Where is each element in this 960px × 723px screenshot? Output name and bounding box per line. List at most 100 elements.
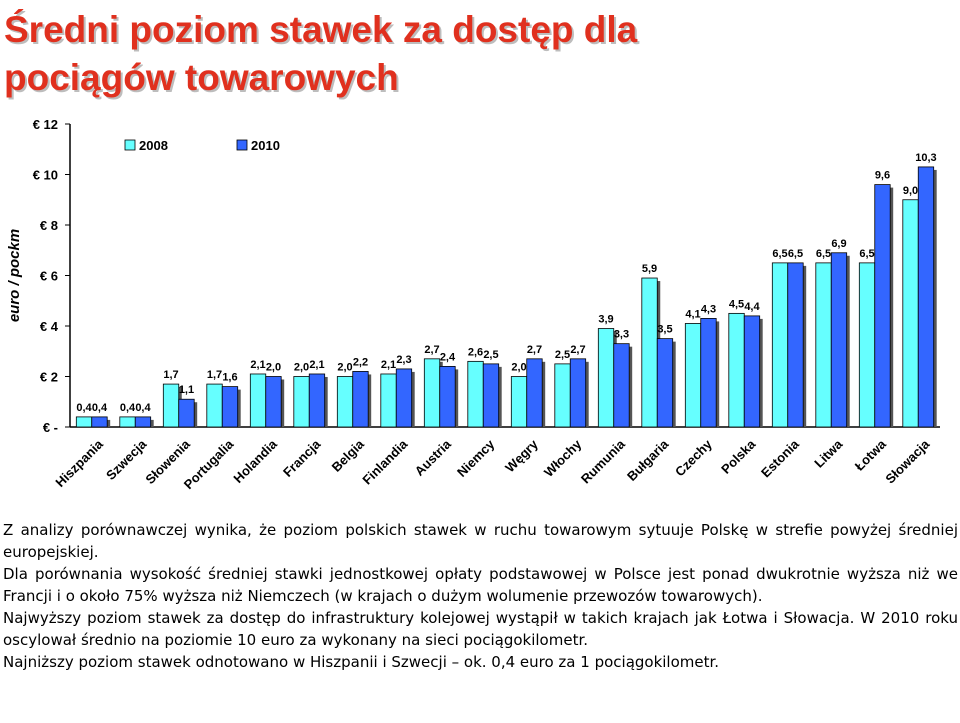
title-line-2: pociągów towarowych bbox=[4, 57, 399, 98]
category-label-10: Węgry bbox=[502, 436, 541, 475]
legend-swatch-2010 bbox=[236, 139, 248, 151]
data-label-2010-9: 2,5 bbox=[483, 349, 498, 361]
category-label-16: Estonia bbox=[758, 436, 802, 480]
data-label-2010-2: 1,1 bbox=[179, 384, 194, 396]
y-tick-label-5: € 10 bbox=[33, 168, 58, 183]
data-label-2008-10: 2,0 bbox=[511, 362, 526, 374]
data-label-2010-7: 2,3 bbox=[396, 354, 411, 366]
y-tick-label-1: € 2 bbox=[40, 370, 58, 385]
data-label-2010-16: 6,5 bbox=[788, 248, 803, 260]
bar-2010-Węgry bbox=[526, 358, 543, 428]
data-label-2008-5: 2,0 bbox=[294, 362, 309, 374]
y-tick-label-4: € 8 bbox=[40, 218, 58, 233]
category-label-8: Austria bbox=[412, 436, 455, 479]
y-tick-label-2: € 4 bbox=[40, 319, 59, 334]
bar-2008-Holandia bbox=[249, 373, 267, 428]
category-label-9: Niemcy bbox=[454, 436, 498, 480]
bar-2008-Słowenia bbox=[162, 383, 180, 428]
bar-2008-Finlandia bbox=[380, 373, 397, 428]
bar-2008-Łotwa bbox=[858, 262, 876, 428]
data-label-2010-10: 2,7 bbox=[527, 344, 542, 356]
bar-2010-Włochy bbox=[569, 358, 587, 428]
legend-swatch-2008 bbox=[124, 139, 136, 151]
bar-2008-Czechy bbox=[684, 323, 702, 428]
category-label-12: Rumunia bbox=[578, 436, 628, 486]
bar-2010-Belgia bbox=[352, 371, 369, 428]
bar-2010-Francja bbox=[308, 373, 326, 428]
data-label-2008-13: 5,9 bbox=[642, 263, 657, 275]
bar-2008-Słowacja bbox=[902, 199, 919, 428]
data-label-2008-9: 2,6 bbox=[468, 346, 483, 358]
data-label-2008-15: 4,5 bbox=[729, 298, 744, 310]
data-label-2008-3: 1,7 bbox=[207, 369, 222, 381]
bar-2010-Finlandia bbox=[395, 368, 413, 428]
data-label-2008-12: 3,9 bbox=[598, 314, 613, 326]
bar-2008-Bułgaria bbox=[641, 277, 658, 428]
bar-2008-Niemcy bbox=[467, 360, 484, 428]
bar-2008-Węgry bbox=[510, 376, 528, 428]
category-label-11: Włochy bbox=[541, 436, 585, 480]
category-label-6: Belgia bbox=[329, 436, 368, 475]
bar-2010-Słowenia bbox=[178, 398, 195, 428]
bar-2010-Hiszpania bbox=[91, 416, 108, 428]
bar-2010-Słowacja bbox=[917, 166, 935, 428]
data-label-2010-13: 3,5 bbox=[657, 324, 672, 336]
data-label-2008-4: 2,1 bbox=[250, 359, 265, 371]
category-label-15: Polska bbox=[718, 436, 759, 477]
data-label-2010-15: 4,4 bbox=[744, 301, 760, 313]
data-label-2008-14: 4,1 bbox=[685, 308, 700, 320]
data-label-2008-7: 2,1 bbox=[381, 359, 396, 371]
paragraph-4: Najniższy poziom stawek odnotowano w His… bbox=[3, 653, 720, 671]
data-label-2010-14: 4,3 bbox=[701, 303, 716, 315]
bar-2008-Austria bbox=[423, 358, 441, 428]
category-label-5: Francja bbox=[280, 436, 324, 480]
bar-2008-Belgia bbox=[336, 376, 354, 428]
paragraph-3: Najwyższy poziom stawek za dostęp do inf… bbox=[3, 609, 958, 649]
category-label-13: Bułgaria bbox=[624, 436, 672, 484]
data-label-2010-12: 3,3 bbox=[614, 329, 629, 341]
data-label-2010-17: 6,9 bbox=[831, 238, 846, 250]
data-label-2010-5: 2,1 bbox=[309, 359, 324, 371]
data-label-2008-0: 0,4 bbox=[76, 402, 92, 414]
data-label-2010-8: 2,4 bbox=[440, 351, 456, 363]
data-label-2008-19: 9,0 bbox=[903, 185, 918, 197]
data-label-2008-17: 6,5 bbox=[816, 248, 831, 260]
category-label-17: Litwa bbox=[811, 436, 846, 471]
data-label-2008-18: 6,5 bbox=[859, 248, 874, 260]
page-title: Średni poziom stawek za dostęp dla pocią… bbox=[4, 6, 944, 102]
data-label-2010-1: 0,4 bbox=[135, 402, 151, 414]
y-tick-label-6: € 12 bbox=[33, 117, 58, 132]
bar-2010-Czechy bbox=[700, 318, 717, 428]
data-label-2008-11: 2,5 bbox=[555, 349, 570, 361]
bar-2008-Włochy bbox=[554, 363, 571, 428]
bar-2008-Rumunia bbox=[597, 328, 615, 428]
bar-2008-Polska bbox=[728, 312, 745, 428]
category-label-7: Finlandia bbox=[359, 436, 410, 487]
data-label-2008-16: 6,5 bbox=[772, 248, 787, 260]
category-label-14: Czechy bbox=[672, 436, 715, 479]
data-label-2010-6: 2,2 bbox=[353, 356, 368, 368]
category-label-4: Holandia bbox=[230, 436, 280, 486]
data-label-2010-3: 1,6 bbox=[222, 372, 237, 384]
bar-2008-Litwa bbox=[815, 262, 832, 428]
bar-2008-Szwecja bbox=[119, 416, 136, 428]
title-line-1: Średni poziom stawek za dostęp dla bbox=[4, 9, 638, 50]
bar-2010-Holandia bbox=[265, 376, 282, 428]
bar-2010-Bułgaria bbox=[656, 338, 674, 428]
data-label-2008-2: 1,7 bbox=[163, 369, 178, 381]
paragraph-1: Z analizy porównawczej wynika, że poziom… bbox=[3, 521, 958, 561]
category-label-0: Hiszpania bbox=[52, 436, 106, 490]
category-label-18: Łotwa bbox=[852, 436, 890, 474]
data-label-2008-1: 0,4 bbox=[120, 402, 136, 414]
y-tick-label-0: € - bbox=[43, 420, 58, 435]
bar-2008-Estonia bbox=[771, 262, 789, 428]
bar-2010-Polska bbox=[743, 315, 761, 428]
data-label-2010-19: 10,3 bbox=[915, 152, 936, 164]
bar-2010-Łotwa bbox=[874, 184, 891, 428]
legend-label-2010: 2010 bbox=[251, 138, 280, 153]
bar-2010-Rumunia bbox=[613, 343, 630, 428]
y-tick-label-3: € 6 bbox=[40, 269, 58, 284]
bar-chart: euro / pockm€ -€ 2€ 4€ 6€ 8€ 10€ 120,4 0,… bbox=[6, 117, 940, 492]
bar-2008-Hiszpania bbox=[75, 416, 93, 428]
category-label-19: Słowacja bbox=[882, 436, 932, 486]
